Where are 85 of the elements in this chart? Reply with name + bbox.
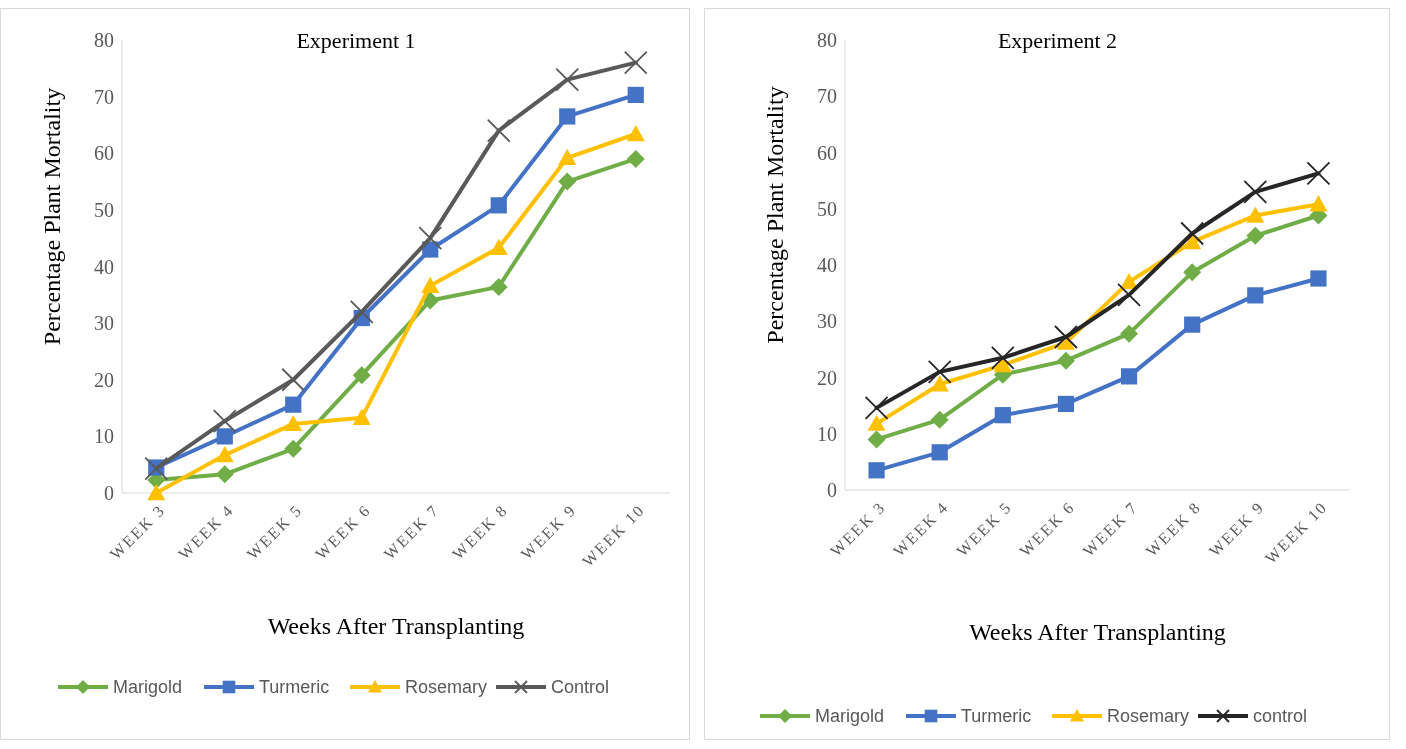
- point: [1117, 282, 1141, 307]
- point: [1246, 226, 1265, 245]
- point: [349, 299, 374, 324]
- point: [626, 149, 645, 168]
- y-tick-label: 80: [94, 29, 114, 51]
- point: [352, 366, 371, 385]
- y-tick-label: 30: [817, 310, 837, 333]
- y-tick-label: 20: [94, 368, 114, 391]
- point: [1310, 270, 1327, 287]
- point: [421, 276, 440, 293]
- y-axis-title: Percentage Plant Mortality: [762, 86, 788, 344]
- point: [284, 439, 303, 458]
- point: [627, 86, 644, 104]
- point: [1120, 368, 1138, 385]
- point: [623, 50, 648, 75]
- point: [1306, 161, 1331, 186]
- y-tick-label: 30: [94, 312, 114, 335]
- y-tick-label: 50: [817, 197, 837, 220]
- point: [212, 409, 237, 433]
- point: [1120, 324, 1139, 343]
- point: [1246, 206, 1265, 223]
- point: [864, 395, 889, 420]
- point: [285, 396, 302, 413]
- point: [418, 226, 443, 251]
- point: [1309, 195, 1328, 212]
- y-tick-label: 50: [94, 198, 114, 221]
- point: [284, 414, 303, 432]
- y-tick-label: 0: [827, 479, 837, 501]
- y-tick-label: 70: [94, 85, 114, 108]
- point: [558, 172, 577, 191]
- y-tick-label: 40: [94, 255, 114, 278]
- point: [867, 430, 886, 449]
- y-tick-label: 0: [104, 482, 114, 504]
- legend-label: Turmeric: [961, 706, 1032, 727]
- point: [281, 367, 306, 392]
- y-tick-label: 60: [817, 141, 837, 164]
- x-axis-title: Weeks After Transplanting: [969, 619, 1226, 645]
- point: [931, 444, 948, 461]
- point: [1056, 351, 1075, 370]
- point: [215, 465, 234, 484]
- point: [930, 375, 949, 392]
- y-tick-label: 60: [94, 142, 114, 165]
- y-tick-label: 10: [94, 425, 114, 448]
- y-tick-label: 20: [817, 366, 837, 389]
- y-tick-label: 70: [817, 85, 837, 108]
- point: [216, 428, 233, 445]
- legend-label: Rosemary: [405, 677, 488, 698]
- point: [994, 407, 1011, 424]
- point: [1247, 287, 1264, 304]
- point: [927, 359, 952, 384]
- point: [1184, 316, 1201, 333]
- legend-label: Marigold: [815, 706, 885, 727]
- point: [489, 277, 508, 296]
- y-axis-title: Percentage Plant Mortality: [39, 87, 65, 346]
- point: [867, 414, 886, 431]
- point: [558, 148, 577, 165]
- point: [626, 125, 645, 142]
- x-axis-title: Weeks After Transplanting: [267, 613, 525, 639]
- point: [1180, 221, 1205, 246]
- point: [930, 410, 949, 429]
- point: [868, 462, 885, 479]
- y-tick-label: 10: [817, 422, 837, 445]
- point: [555, 67, 580, 92]
- legend-label: Turmeric: [259, 677, 330, 698]
- legend-label: Rosemary: [1107, 706, 1190, 727]
- legend-label: control: [1253, 706, 1308, 727]
- point: [1057, 395, 1075, 413]
- chart-title: Experiment 2: [997, 28, 1118, 53]
- point: [1243, 179, 1268, 204]
- point: [490, 197, 507, 214]
- point: [990, 345, 1015, 370]
- point: [489, 238, 508, 256]
- chart-title: Experiment 1: [296, 28, 416, 53]
- point: [147, 484, 166, 501]
- y-tick-label: 40: [817, 254, 837, 276]
- point: [215, 446, 234, 463]
- legend-label: Control: [551, 677, 610, 698]
- point: [352, 408, 371, 425]
- legend-label: Marigold: [113, 677, 183, 698]
- point: [1054, 325, 1078, 349]
- point: [1183, 263, 1202, 282]
- point: [486, 118, 511, 143]
- point: [144, 456, 169, 481]
- point: [559, 108, 576, 125]
- y-tick-label: 80: [817, 29, 837, 51]
